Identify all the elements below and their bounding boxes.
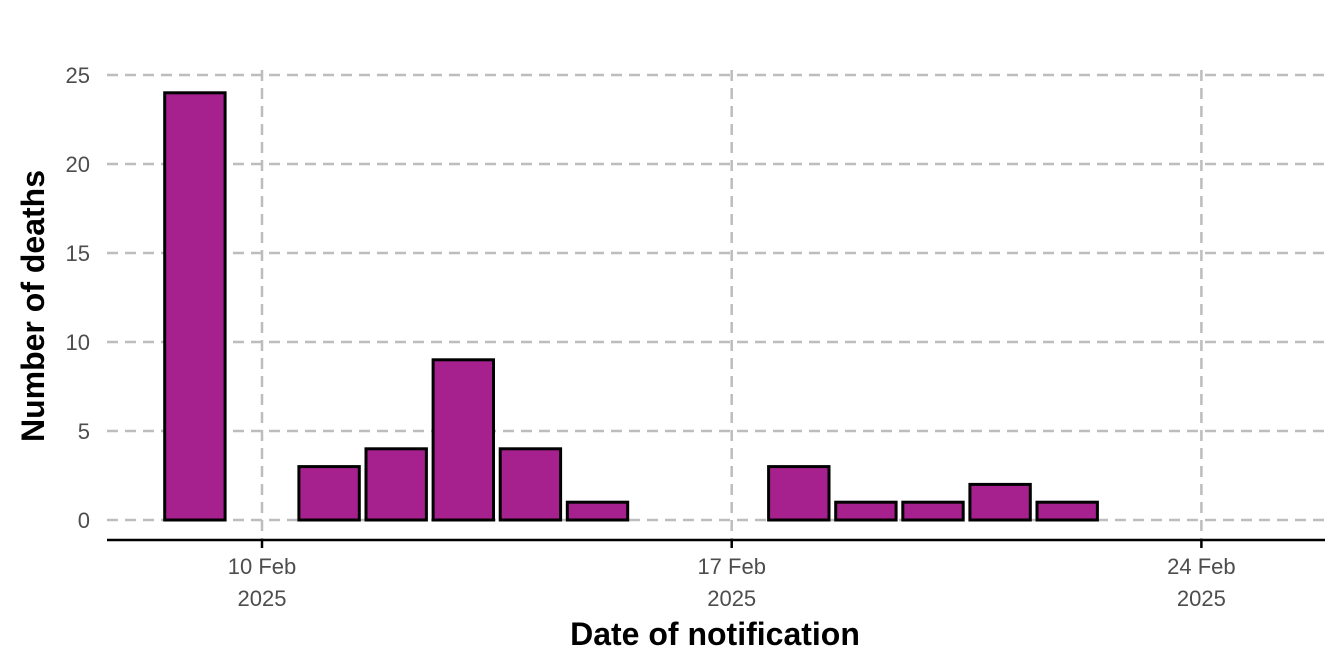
bar-2025-02-11 — [297, 465, 361, 522]
bar-2025-02-09 — [163, 91, 227, 522]
x-tick-label-1-line1: 17 Feb — [697, 554, 766, 579]
x-tick-label-1-line2: 2025 — [707, 586, 756, 611]
bar-2025-02-15 — [565, 500, 630, 522]
grid-lines — [107, 70, 1325, 540]
y-axis-title: Number of deaths — [15, 170, 51, 442]
y-tick-label-5: 5 — [78, 419, 90, 444]
bar-2025-02-19 — [834, 500, 898, 522]
bar-2025-02-20 — [901, 500, 965, 522]
x-tick-label-0-line1: 10 Feb — [228, 554, 297, 579]
bar-2025-02-12 — [364, 447, 428, 522]
x-tick-label-0-line2: 2025 — [238, 586, 287, 611]
y-tick-label-15: 15 — [66, 241, 90, 266]
y-axis-ticks: 0 5 10 15 20 25 — [66, 63, 90, 533]
bar-2025-02-22 — [1035, 500, 1099, 522]
x-axis-ticks: 10 Feb 2025 17 Feb 2025 24 Feb 2025 — [228, 540, 1236, 611]
y-tick-label-10: 10 — [66, 330, 90, 355]
bar-2025-02-18 — [767, 465, 831, 522]
bar-2025-02-13 — [431, 358, 495, 522]
y-tick-label-20: 20 — [66, 152, 90, 177]
bars-layer — [163, 91, 1099, 522]
y-tick-label-0: 0 — [78, 508, 90, 533]
y-tick-label-25: 25 — [66, 63, 90, 88]
x-tick-label-2-line2: 2025 — [1177, 586, 1226, 611]
x-tick-label-2-line1: 24 Feb — [1167, 554, 1236, 579]
x-axis-title: Date of notification — [570, 616, 860, 652]
bar-2025-02-14 — [498, 447, 563, 522]
bar-2025-02-21 — [968, 482, 1032, 522]
